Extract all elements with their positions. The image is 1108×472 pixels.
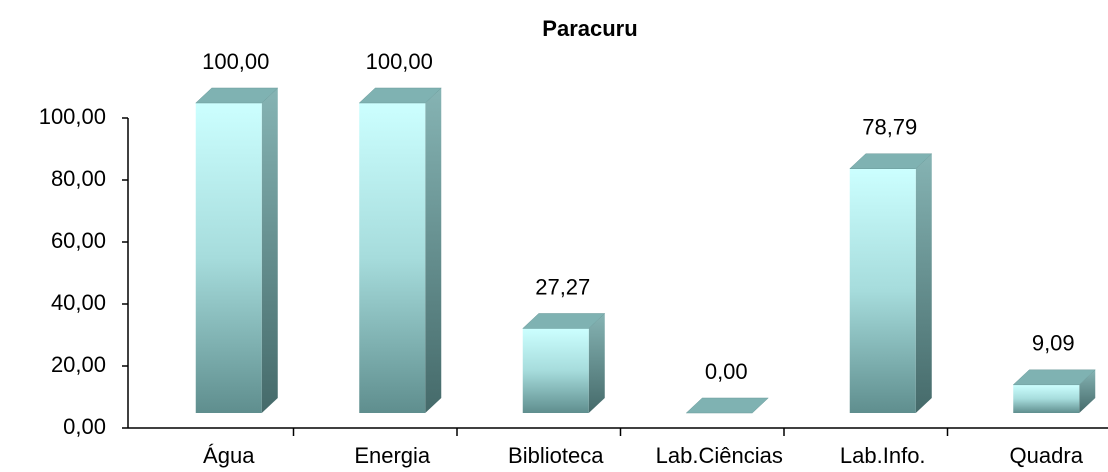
bar-side [261, 88, 278, 413]
bar [1012, 369, 1096, 413]
y-tick-label: 20,00 [51, 352, 106, 377]
bar-side [915, 153, 932, 413]
y-tick-label: 100,00 [39, 104, 106, 129]
bar-top [195, 87, 279, 104]
bar-top [685, 397, 769, 414]
data-label: 9,09 [1032, 331, 1075, 356]
data-label: 100,00 [202, 49, 269, 74]
x-tick-label: Energia [354, 443, 431, 468]
bar [522, 313, 606, 413]
bar [849, 153, 933, 413]
bar [685, 397, 769, 414]
bar-side [588, 313, 605, 413]
x-tick-label: Água [203, 443, 255, 468]
y-tick-label: 40,00 [51, 290, 106, 315]
data-label: 78,79 [862, 115, 917, 140]
bar-top [1012, 369, 1096, 386]
bar-top [522, 313, 606, 329]
data-label: 100,00 [366, 49, 433, 74]
bar-front [1013, 384, 1080, 413]
bar-front [849, 168, 916, 413]
bar-side [1079, 369, 1096, 413]
bar-front [359, 103, 426, 413]
bar [358, 87, 442, 413]
x-tick-label: Quadra [1010, 443, 1084, 468]
y-tick-label: 80,00 [51, 166, 106, 191]
x-tick-label: Lab.Info. [840, 443, 926, 468]
x-tick-label: Lab.Ciências [656, 443, 783, 468]
data-label: 0,00 [705, 359, 748, 384]
y-tick-label: 60,00 [51, 228, 106, 253]
bar-side [425, 88, 442, 413]
bar-top [849, 153, 933, 170]
bar-top [358, 87, 442, 104]
x-tick-label: Biblioteca [508, 443, 604, 468]
bar [195, 87, 279, 413]
bar-front [195, 103, 262, 413]
chart-title: Paracuru [542, 16, 637, 41]
data-label: 27,27 [535, 274, 590, 299]
y-tick-label: 0,00 [63, 414, 106, 439]
bar-front [522, 328, 589, 413]
